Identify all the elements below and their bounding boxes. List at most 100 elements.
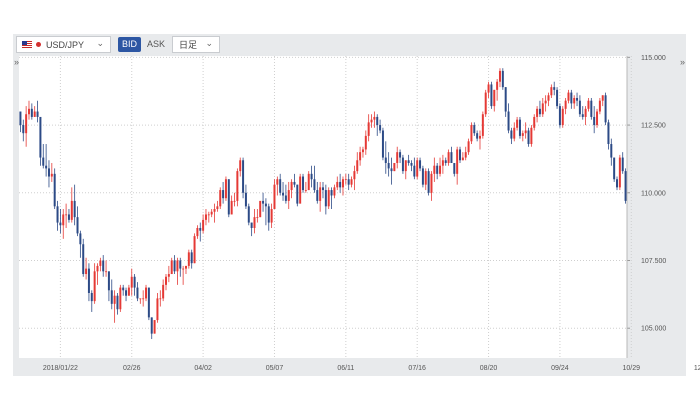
candle-up (487, 84, 490, 93)
candle-up (430, 173, 433, 193)
candle-down (324, 190, 327, 207)
candle-up (356, 160, 359, 172)
candle-up (464, 152, 467, 158)
candle-down (282, 192, 285, 196)
candle-up (193, 236, 196, 264)
candle-up (93, 271, 96, 302)
candle-up (256, 217, 259, 218)
candle-down (199, 227, 202, 231)
red-dot-icon (36, 42, 41, 47)
candle-up (70, 200, 73, 220)
candle-up (204, 214, 207, 220)
candle-down (578, 100, 581, 115)
candle-down (501, 70, 504, 88)
candle-down (556, 89, 559, 107)
candle-down (310, 173, 313, 180)
candle-up (336, 181, 339, 188)
candle-down (264, 203, 267, 207)
candle-down (190, 252, 193, 264)
collapse-right-icon[interactable]: » (679, 57, 685, 67)
candle-down (87, 268, 90, 293)
candle-up (567, 92, 570, 101)
candle-up (496, 81, 499, 90)
candle-down (125, 290, 128, 296)
candle-down (79, 233, 82, 245)
candle-up (484, 92, 487, 115)
candle-down (53, 173, 56, 207)
candle-up (187, 252, 190, 266)
candle-up (541, 103, 544, 115)
candle-up (307, 173, 310, 191)
currency-pair-select[interactable]: USD/JPY ⌄ (16, 36, 111, 53)
candle-up (598, 100, 601, 112)
candle-up (216, 206, 219, 210)
candle-up (213, 209, 216, 212)
candle-down (379, 125, 382, 131)
candle-up (184, 265, 187, 269)
x-tick-label: 02/26 (123, 365, 141, 372)
candle-up (521, 133, 524, 136)
candle-up (85, 268, 88, 275)
candle-down (227, 179, 230, 215)
candle-up (393, 162, 396, 172)
bid-button[interactable]: BID (118, 37, 142, 52)
candle-up (461, 157, 464, 161)
candle-up (530, 127, 533, 145)
candle-down (244, 192, 247, 207)
candle-down (147, 287, 150, 318)
candle-down (73, 200, 76, 218)
x-tick-label: 2018/01/22 (43, 365, 78, 372)
candle-down (427, 171, 430, 193)
candle-down (453, 162, 456, 174)
chart-toolbar: USD/JPY ⌄ BID ASK 日足 ⌄ (13, 34, 686, 56)
candle-down (116, 295, 119, 310)
candle-up (182, 268, 185, 270)
candle-up (467, 141, 470, 153)
candle-down (399, 152, 402, 158)
candle-up (99, 260, 102, 266)
x-tick-label: 06/11 (337, 365, 354, 372)
candle-down (90, 292, 93, 302)
candle-up (513, 127, 516, 139)
candle-down (76, 217, 79, 234)
candle-down (450, 152, 453, 163)
candle-up (353, 171, 356, 180)
candle-down (22, 125, 25, 134)
candle-up (433, 165, 436, 174)
candle-up (544, 100, 547, 104)
plot-area (19, 56, 627, 358)
candle-up (524, 130, 527, 134)
ask-button[interactable]: ASK (147, 39, 166, 49)
candle-up (224, 179, 227, 199)
candle-up (564, 100, 567, 109)
chevron-down-icon: ⌄ (96, 38, 104, 48)
candle-down (133, 276, 136, 288)
candle-down (518, 119, 521, 136)
candle-down (107, 271, 110, 291)
candle-down (419, 160, 422, 169)
currency-pair-label: USD/JPY (46, 39, 85, 50)
candle-down (59, 222, 62, 226)
period-select[interactable]: 日足 ⌄ (172, 36, 220, 53)
candle-down (421, 168, 424, 185)
candle-up (253, 217, 256, 228)
candle-up (290, 181, 293, 191)
candle-down (82, 244, 85, 275)
candle-down (593, 116, 596, 126)
candle-up (456, 149, 459, 174)
candle-down (381, 130, 384, 158)
candle-up (361, 149, 364, 153)
candle-up (25, 114, 28, 134)
candle-down (624, 171, 627, 201)
candle-down (459, 149, 462, 161)
candle-up (478, 135, 481, 139)
candle-up (119, 287, 122, 310)
candle-down (436, 165, 439, 174)
candle-up (364, 135, 367, 150)
candle-up (259, 200, 262, 218)
candle-up (601, 95, 604, 101)
us-flag-icon (22, 41, 32, 48)
candle-down (330, 190, 333, 196)
collapse-left-icon[interactable]: » (14, 57, 20, 67)
candle-up (618, 157, 621, 188)
